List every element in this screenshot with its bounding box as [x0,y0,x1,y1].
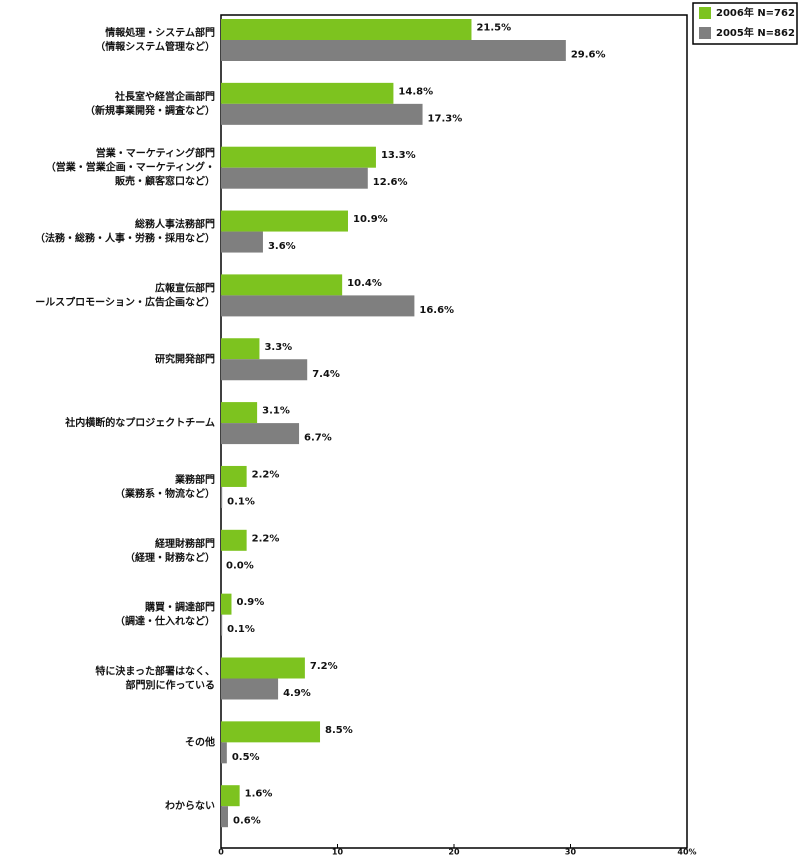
y-tick-label: その他 [185,735,215,748]
x-tick-label: 30 [565,848,577,856]
value-label: 0.1% [227,624,255,635]
bar [221,274,343,296]
y-tick-label: 経理財務部門 [155,537,215,550]
bar [221,614,223,636]
value-label: 8.5% [325,725,353,736]
bar [221,295,415,317]
x-tick-label: 40% [677,848,696,856]
value-label: 21.5% [476,23,511,34]
y-tick-label: 購買・調達部門 [144,601,215,614]
value-label: 0.9% [236,597,264,608]
bar [221,167,368,189]
bar [221,103,423,125]
bar [221,402,258,424]
y-tick-label: ールスプロモーション・広告企画など） [35,295,215,308]
y-tick-label: （業務系・物流など） [115,487,215,500]
value-label: 2.2% [252,469,280,480]
y-tick-label: （営業・営業企画・マーケティング・ [46,161,215,174]
y-tick-label: 営業・マーケティング部門 [96,147,215,160]
value-label: 10.4% [347,278,382,289]
y-tick-label: 広報宣伝部門 [155,281,215,294]
legend-label: 2005年 N=862 [716,26,795,39]
value-label: 2.2% [252,533,280,544]
value-label: 3.3% [264,342,292,353]
bar [221,486,223,508]
value-label: 4.9% [283,688,311,699]
bar [221,593,232,615]
bar [221,529,247,551]
value-label: 12.6% [373,177,408,188]
bar [221,678,279,700]
value-label: 14.8% [398,86,433,97]
value-label: 0.5% [232,752,260,763]
value-label: 17.3% [428,113,463,124]
x-tick-label: 10 [332,848,344,856]
y-tick-label: （情報システム管理など） [95,40,215,53]
bar [221,82,394,104]
bar [221,721,321,743]
value-label: 7.4% [312,369,340,380]
y-tick-label: （新規事業開発・調査など） [85,104,215,117]
bar [221,465,247,487]
value-label: 1.6% [245,789,273,800]
value-label: 3.1% [262,406,290,417]
bar [221,742,227,764]
bar [221,19,472,40]
y-tick-label: 販売・顧客窓口など） [115,175,215,188]
bar [221,210,348,232]
y-tick-label: 研究開発部門 [155,352,215,365]
bar [221,231,263,253]
y-tick-label: 総務人事法務部門 [135,218,215,231]
value-label: 3.6% [268,241,296,252]
value-label: 0.6% [233,816,261,827]
legend-swatch [699,27,711,39]
value-label: 10.9% [353,214,388,225]
y-tick-label: 社内横断的なプロジェクトチーム [64,416,215,429]
y-tick-label: 情報処理・システム部門 [105,26,215,39]
bar [221,40,566,61]
bar [221,785,240,807]
value-label: 13.3% [381,150,416,161]
value-label: 6.7% [304,433,332,444]
y-tick-label: 社長室や経営企画部門 [114,90,215,103]
bar [221,359,308,381]
value-label: 0.0% [226,560,254,571]
bar [221,146,376,168]
legend-swatch [699,7,711,19]
y-tick-label: わからない [165,800,215,812]
value-label: 29.6% [571,50,606,61]
x-tick-label: 0 [218,848,224,856]
value-label: 16.6% [419,305,454,316]
value-label: 7.2% [310,661,338,672]
bar [221,423,300,445]
y-tick-label: （法務・総務・人事・労務・採用など） [35,232,215,245]
y-tick-label: 部門別に作っている [126,679,216,692]
y-tick-label: 業務部門 [174,473,215,486]
y-tick-label: 特に決まった部署はなく、 [95,665,215,678]
bar [221,806,228,828]
y-tick-label: （経理・財務など） [125,551,215,564]
value-label: 0.1% [227,496,255,507]
legend-label: 2006年 N=762 [716,6,795,19]
y-tick-label: （調達・仕入れなど） [115,615,215,628]
bar [221,338,260,360]
x-tick-label: 20 [448,848,460,856]
bar [221,657,305,679]
